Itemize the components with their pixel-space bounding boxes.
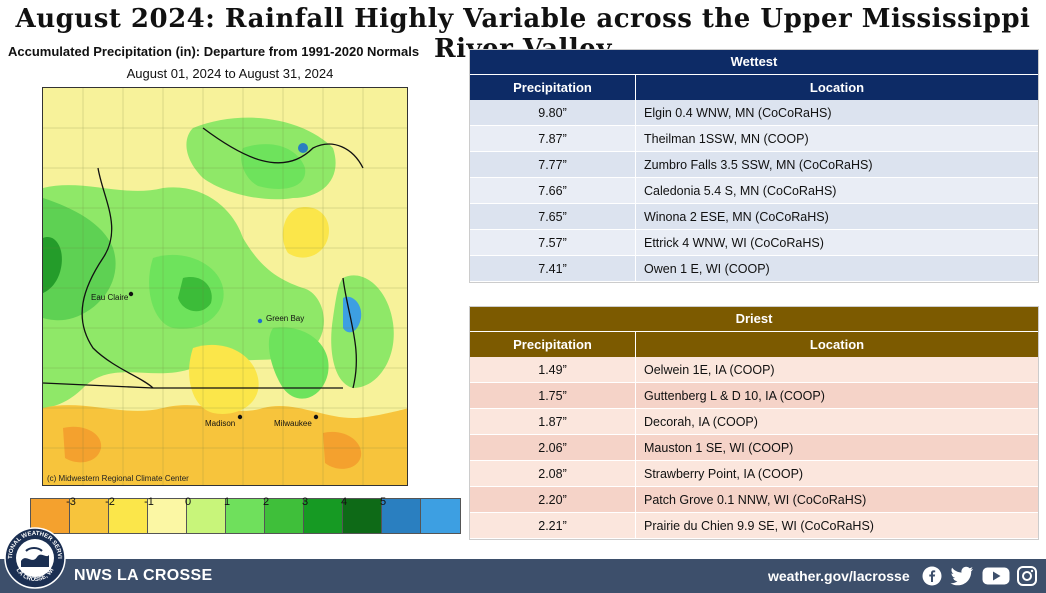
header-location: Location bbox=[809, 80, 865, 95]
legend-tick-label: 4 bbox=[340, 496, 348, 508]
legend-tick-label: 3 bbox=[301, 496, 309, 508]
table-row: 7.41” Owen 1 E, WI (COOP) bbox=[470, 256, 1038, 282]
location-cell: Ettrick 4 WNW, WI (CoCoRaHS) bbox=[644, 236, 824, 250]
location-cell: Caledonia 5.4 S, MN (CoCoRaHS) bbox=[644, 184, 837, 198]
header-precipitation: Precipitation bbox=[470, 75, 636, 100]
city-label-eau-claire: Eau Claire bbox=[91, 293, 129, 302]
precip-cell: 2.21” bbox=[470, 513, 636, 538]
city-label-green-bay: Green Bay bbox=[266, 314, 304, 323]
location-cell: Oelwein 1E, IA (COOP) bbox=[644, 363, 775, 377]
legend-swatch bbox=[382, 499, 421, 533]
table-row: 2.21” Prairie du Chien 9.9 SE, WI (CoCoRa… bbox=[470, 513, 1038, 539]
location-cell: Winona 2 ESE, MN (CoCoRaHS) bbox=[644, 210, 829, 224]
table-row: 2.20” Patch Grove 0.1 NNW, WI (CoCoRaHS) bbox=[470, 487, 1038, 513]
legend-tick-label: 0 bbox=[184, 496, 192, 508]
precip-cell: 2.08” bbox=[470, 461, 636, 486]
precip-cell: 1.75” bbox=[470, 383, 636, 408]
color-legend bbox=[30, 498, 461, 534]
legend-tick-label: -2 bbox=[105, 496, 115, 508]
precip-cell: 7.57” bbox=[470, 230, 636, 255]
precip-cell: 2.20” bbox=[470, 487, 636, 512]
precip-cell: 2.06” bbox=[470, 435, 636, 460]
precip-cell: 1.87” bbox=[470, 409, 636, 434]
table-row: 2.06” Mauston 1 SE, WI (COOP) bbox=[470, 435, 1038, 461]
map-date-range: August 01, 2024 to August 31, 2024 bbox=[126, 66, 334, 81]
location-cell: Zumbro Falls 3.5 SSW, MN (CoCoRaHS) bbox=[644, 158, 873, 172]
facebook-icon[interactable] bbox=[922, 566, 942, 586]
twitter-icon[interactable] bbox=[950, 566, 974, 586]
legend-swatch bbox=[109, 499, 148, 533]
wettest-header: Precipitation Location bbox=[470, 74, 1038, 100]
table-row: 7.77” Zumbro Falls 3.5 SSW, MN (CoCoRaHS) bbox=[470, 152, 1038, 178]
legend-swatch bbox=[31, 499, 70, 533]
driest-header: Precipitation Location bbox=[470, 331, 1038, 357]
city-label-madison: Madison bbox=[205, 419, 235, 428]
city-label-milwaukee: Milwaukee bbox=[274, 419, 312, 428]
legend-tick-label: -1 bbox=[144, 496, 154, 508]
map-credit: (c) Midwestern Regional Climate Center bbox=[47, 474, 189, 483]
driest-table: Driest Precipitation Location 1.49” Oelwe… bbox=[469, 306, 1039, 540]
legend-swatch bbox=[343, 499, 382, 533]
table-row: 1.87” Decorah, IA (COOP) bbox=[470, 409, 1038, 435]
precip-cell: 7.87” bbox=[470, 126, 636, 151]
table-row: 1.75” Guttenberg L & D 10, IA (COOP) bbox=[470, 383, 1038, 409]
wettest-table: Wettest Precipitation Location 9.80” Elgi… bbox=[469, 49, 1039, 283]
legend-tick-label: -3 bbox=[66, 496, 76, 508]
table-row: 1.49” Oelwein 1E, IA (COOP) bbox=[470, 357, 1038, 383]
precip-cell: 1.49” bbox=[470, 357, 636, 382]
table-row: 7.57” Ettrick 4 WNW, WI (CoCoRaHS) bbox=[470, 230, 1038, 256]
precipitation-map: Eau Claire Green Bay Madison Milwaukee (… bbox=[42, 87, 408, 486]
location-cell: Elgin 0.4 WNW, MN (CoCoRaHS) bbox=[644, 106, 832, 120]
precip-cell: 7.65” bbox=[470, 204, 636, 229]
legend-tick-label: 2 bbox=[262, 496, 270, 508]
legend-swatch bbox=[226, 499, 265, 533]
precip-cell: 7.66” bbox=[470, 178, 636, 203]
youtube-icon[interactable] bbox=[982, 566, 1010, 586]
header-location: Location bbox=[809, 337, 865, 352]
instagram-icon[interactable] bbox=[1017, 566, 1037, 586]
legend-swatch bbox=[421, 499, 460, 533]
legend-swatch bbox=[187, 499, 226, 533]
legend-swatch bbox=[148, 499, 187, 533]
location-cell: Guttenberg L & D 10, IA (COOP) bbox=[644, 389, 825, 403]
legend-swatch bbox=[70, 499, 109, 533]
precip-cell: 9.80” bbox=[470, 100, 636, 125]
nws-logo: NATIONAL WEATHER SERVICE LA CROSSE, WI bbox=[4, 527, 66, 589]
location-cell: Theilman 1SSW, MN (COOP) bbox=[644, 132, 809, 146]
location-cell: Strawberry Point, IA (COOP) bbox=[644, 467, 804, 481]
map-title: Accumulated Precipitation (in): Departur… bbox=[8, 44, 420, 59]
location-cell: Decorah, IA (COOP) bbox=[644, 415, 758, 429]
map-graphic: Eau Claire Green Bay Madison Milwaukee bbox=[43, 88, 407, 485]
location-cell: Prairie du Chien 9.9 SE, WI (CoCoRaHS) bbox=[644, 519, 874, 533]
footer-org-name: NWS LA CROSSE bbox=[74, 567, 213, 584]
table-row: 7.65” Winona 2 ESE, MN (CoCoRaHS) bbox=[470, 204, 1038, 230]
legend-tick-label: 5 bbox=[379, 496, 387, 508]
location-cell: Mauston 1 SE, WI (COOP) bbox=[644, 441, 794, 455]
table-row: 2.08” Strawberry Point, IA (COOP) bbox=[470, 461, 1038, 487]
location-cell: Patch Grove 0.1 NNW, WI (CoCoRaHS) bbox=[644, 493, 867, 507]
legend-tick-labels: -3 -2 -1 0 1 2 3 4 5 bbox=[30, 496, 420, 512]
driest-title: Driest bbox=[470, 307, 1038, 331]
legend-swatch bbox=[265, 499, 304, 533]
wettest-title: Wettest bbox=[470, 50, 1038, 74]
precip-cell: 7.77” bbox=[470, 152, 636, 177]
header-precipitation: Precipitation bbox=[470, 332, 636, 357]
table-row: 9.80” Elgin 0.4 WNW, MN (CoCoRaHS) bbox=[470, 100, 1038, 126]
footer-website-link[interactable]: weather.gov/lacrosse bbox=[768, 568, 910, 584]
legend-tick-label: 1 bbox=[223, 496, 231, 508]
map-panel: Accumulated Precipitation (in): Departur… bbox=[0, 42, 461, 552]
table-row: 7.66” Caledonia 5.4 S, MN (CoCoRaHS) bbox=[470, 178, 1038, 204]
footer-bar: NWS LA CROSSE weather.gov/lacrosse bbox=[0, 559, 1046, 593]
precip-cell: 7.41” bbox=[470, 256, 636, 281]
location-cell: Owen 1 E, WI (COOP) bbox=[644, 262, 770, 276]
table-row: 7.87” Theilman 1SSW, MN (COOP) bbox=[470, 126, 1038, 152]
legend-swatch bbox=[304, 499, 343, 533]
